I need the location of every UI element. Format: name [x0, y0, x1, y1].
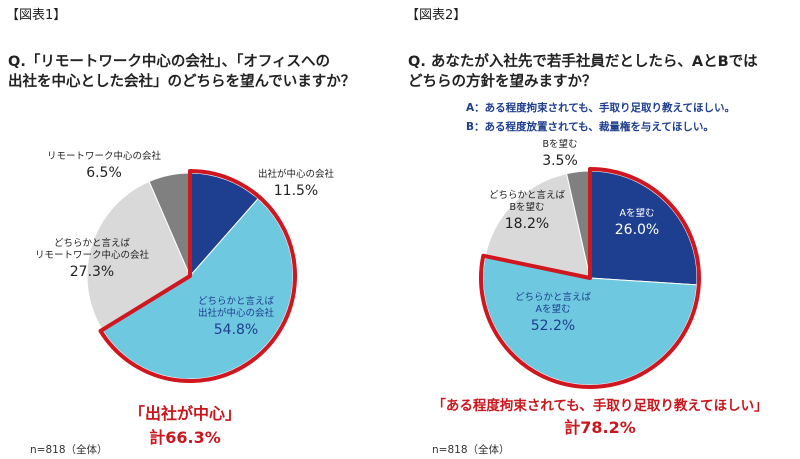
sample-size-note: n=818（全体） — [30, 444, 108, 456]
callout: 「ある程度拘束されても、手取り足取り教えてほしい」 計78.2% — [400, 394, 800, 438]
callout-line-1: 「ある程度拘束されても、手取り足取り教えてほしい」 — [432, 398, 768, 414]
slice-value-label: 3.5% — [542, 153, 578, 169]
slice-label: 出社が中心の会社 — [198, 307, 275, 319]
question-line-1: Q. あなたが入社先で若手社員だとしたら、AとBでは — [408, 54, 758, 70]
callout-line-2: 計78.2% — [564, 418, 636, 437]
slice-label: 出社が中心の会社 — [258, 168, 335, 180]
figure-panel-2: 【図表2】 Q. あなたが入社先で若手社員だとしたら、AとBでは どちらの方針を… — [400, 0, 800, 459]
sample-size-note: n=818（全体） — [432, 444, 510, 456]
figure-tag: 【図表2】 — [406, 8, 467, 23]
legend-option-a: A：ある程度拘束されても、手取り足取り教えてほしい。 — [466, 102, 735, 114]
slice-label: どちらかと言えば — [198, 295, 275, 307]
slice-label-group: 出社が中心の会社 11.5% — [258, 168, 335, 199]
highlight-outline — [98, 169, 297, 383]
slice-label: どちらかと言えば — [489, 189, 566, 201]
pie-chart-2: Aを望む26.0%どちらかと言えばAを望む52.2%どちらかと言えばBを望む18… — [479, 138, 701, 389]
slice-label-group: リモートワーク中心の会社 6.5% — [47, 150, 162, 181]
question-text: Q. あなたが入社先で若手社員だとしたら、AとBでは どちらの方針を望みますか？ — [408, 52, 793, 92]
legend-option-b: B：ある程度放置されても、裁量権を与えてほしい。 — [466, 121, 714, 133]
pie-chart-1: 出社が中心の会社11.5%どちらかと言えば出社が中心の会社54.8%どちらかと言… — [35, 150, 335, 383]
question-text: Q.「リモートワーク中心の会社」、「オフィスへの 出社を中心とした会社」のどちら… — [8, 52, 393, 92]
pie-slice — [484, 172, 591, 279]
slice-label: どちらかと言えば — [515, 291, 592, 303]
pie-slice — [86, 180, 191, 331]
slice-label: Bを望む — [509, 201, 544, 213]
slice-label: Aを望む — [536, 303, 571, 315]
highlight-outline — [479, 167, 701, 389]
slice-label: どちらかと言えば — [54, 237, 131, 249]
slice-label: リモートワーク中心の会社 — [35, 249, 150, 261]
slice-value-label: 18.2% — [505, 216, 549, 232]
question-line-2: どちらの方針を望みますか？ — [408, 74, 597, 90]
pie-slice — [482, 255, 698, 386]
slice-value-label: 54.8% — [214, 322, 258, 338]
slice-value-label: 26.0% — [615, 222, 659, 238]
callout-line-1: 「出社が中心」 — [128, 404, 241, 423]
slice-value-label: 6.5% — [86, 165, 122, 181]
callout: 「出社が中心」 計66.3% — [70, 400, 300, 448]
question-line-1: Q.「リモートワーク中心の会社」、「オフィスへの — [8, 54, 331, 70]
question-line-2: 出社を中心とした会社」のどちらを望んでいますか？ — [8, 74, 356, 90]
slice-label: リモートワーク中心の会社 — [47, 150, 162, 162]
callout-line-2: 計66.3% — [149, 428, 221, 447]
slice-value-label: 11.5% — [274, 183, 318, 199]
slice-label: Bを望む — [542, 138, 577, 150]
figure-tag: 【図表1】 — [6, 8, 67, 23]
slice-value-label: 52.2% — [531, 318, 575, 334]
slice-value-label: 27.3% — [70, 264, 114, 280]
slice-label: Aを望む — [620, 207, 655, 219]
pie-slice — [589, 170, 698, 286]
pie-slice — [101, 197, 294, 380]
figure-panel-1: 【図表1】 Q.「リモートワーク中心の会社」、「オフィスへの 出社を中心とした会… — [6, 8, 393, 456]
slice-label-group: Bを望む 3.5% — [542, 138, 578, 169]
slice-label-group: Aを望む 26.0% — [615, 207, 659, 238]
